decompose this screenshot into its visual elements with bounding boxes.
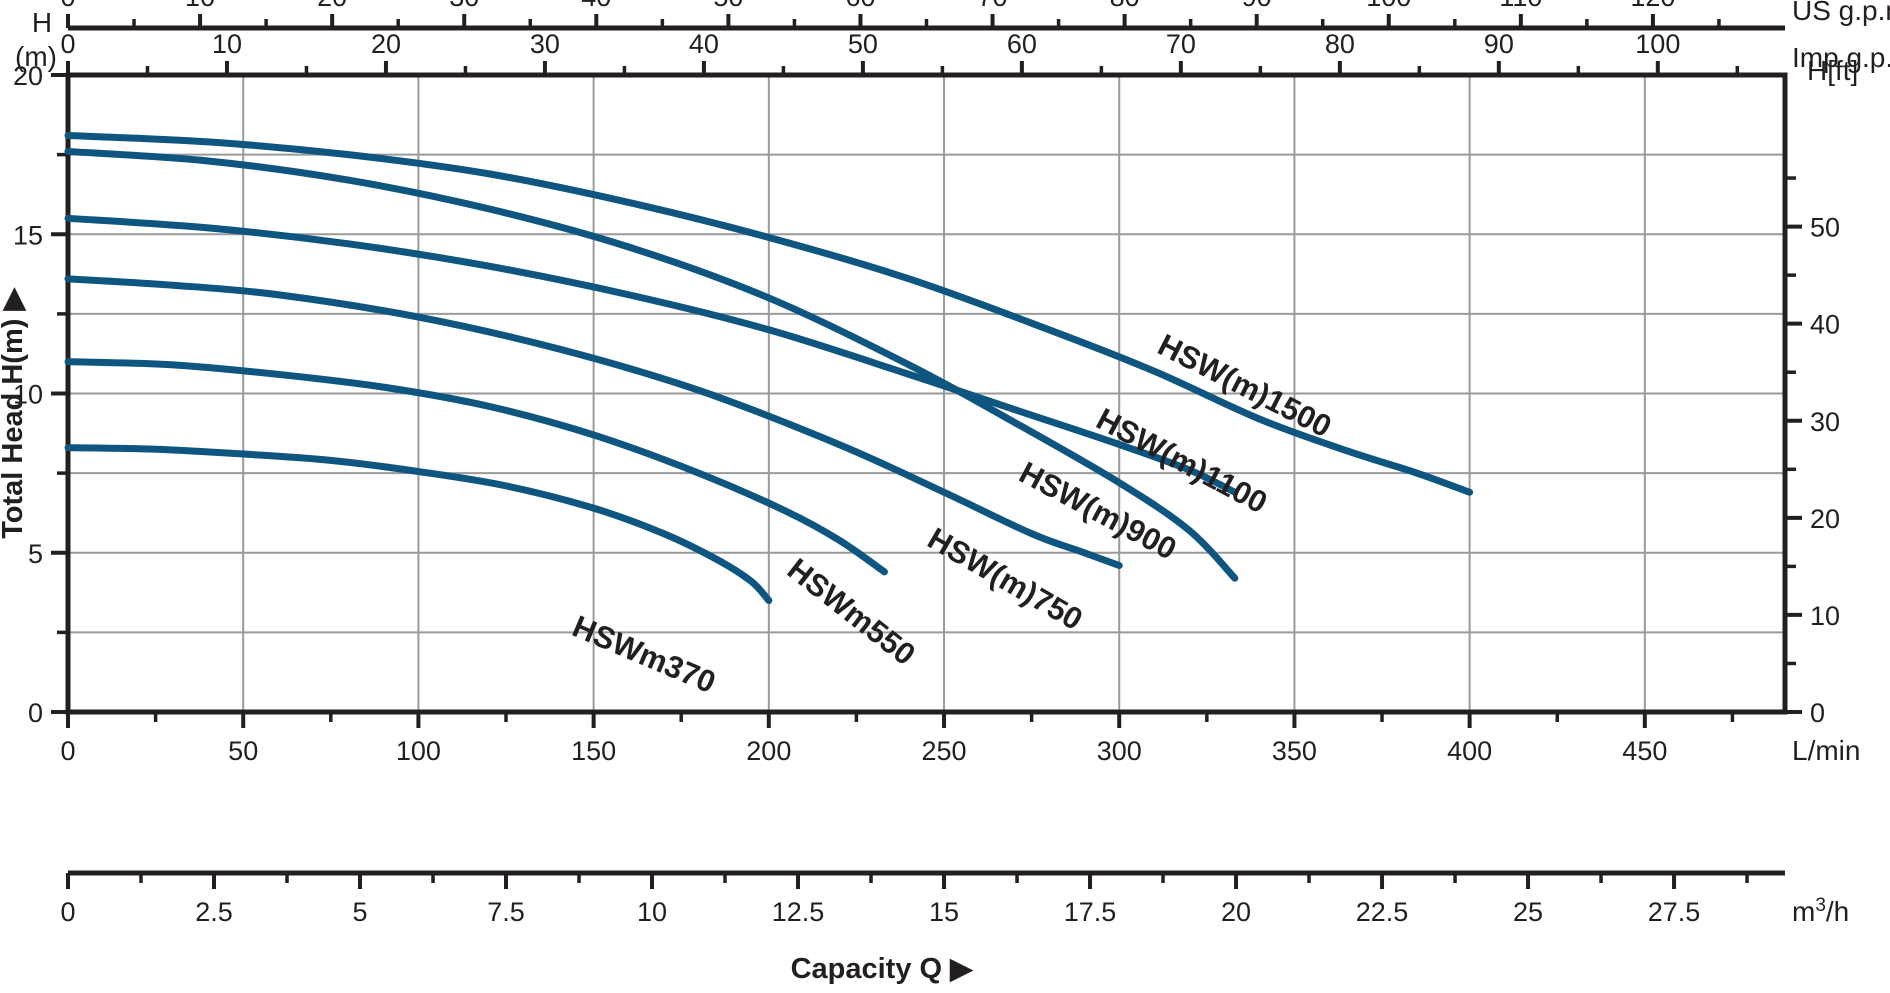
curves-layer — [64, 132, 1474, 605]
tick-label-us-gpm: 0 — [60, 0, 75, 12]
tick-label-us-gpm: 70 — [978, 0, 1008, 12]
tick-label-lmin: 400 — [1447, 736, 1492, 766]
pump-curve-hswm750 — [64, 275, 1123, 569]
tick-label-lmin: 200 — [746, 736, 791, 766]
tick-label-head-ft: 0 — [1810, 698, 1825, 728]
corner-label-h: H — [32, 7, 52, 38]
x-axis-title: Capacity Q ▶ — [791, 953, 975, 985]
axis-unit-head-ft: H[ft] — [1807, 55, 1858, 86]
tick-label-us-gpm: 90 — [1242, 0, 1272, 12]
tick-label-us-gpm: 110 — [1499, 0, 1542, 12]
tick-label-lmin: 350 — [1272, 736, 1317, 766]
tick-label-m3h: 10 — [637, 897, 667, 927]
pump-curve-hswm1500 — [64, 132, 1474, 496]
grid-layer — [67, 74, 1785, 713]
tick-label-us-gpm: 40 — [581, 0, 611, 12]
tick-label-m3h: 5 — [352, 897, 367, 927]
tick-label-m3h: 2.5 — [195, 897, 233, 927]
tick-label-m3h: 20 — [1221, 897, 1251, 927]
tick-label-head-m: 10 — [13, 380, 43, 410]
tick-label-head-ft: 30 — [1810, 407, 1840, 437]
tick-label-head-ft: 10 — [1810, 601, 1840, 631]
tick-label-m3h: 7.5 — [487, 897, 525, 927]
tick-label-us-gpm: 100 — [1366, 0, 1411, 12]
tick-label-m3h: 22.5 — [1356, 897, 1409, 927]
tick-label-m3h: 25 — [1513, 897, 1543, 927]
tick-label-lmin: 300 — [1097, 736, 1142, 766]
curve-label-hswm750: HSW(m)750 — [922, 521, 1089, 637]
tick-label-lmin: 100 — [396, 736, 441, 766]
tick-label-head-ft: 40 — [1810, 310, 1840, 340]
curve-label-hswm550: HSWm550 — [781, 551, 922, 672]
pump-curve-hswm550 — [64, 358, 888, 576]
axis-titles-layer: H(m) Total Head H(m) ▶ Capacity Q ▶ — [0, 7, 974, 985]
tick-label-lmin: 250 — [921, 736, 966, 766]
tick-label-imp-gpm: 10 — [212, 29, 242, 59]
tick-label-us-gpm: 10 — [185, 0, 215, 12]
tick-label-imp-gpm: 30 — [530, 29, 560, 59]
tick-label-head-m: 5 — [28, 539, 43, 569]
axes-layer: 0102030405060708090100110120US g.p.m0102… — [13, 0, 1890, 927]
tick-label-m3h: 0 — [60, 897, 75, 927]
tick-label-lmin: 0 — [60, 736, 75, 766]
axis-unit-us-gpm: US g.p.m — [1792, 0, 1890, 26]
tick-label-head-m: 0 — [28, 698, 43, 728]
pump-curve-hswm900 — [64, 214, 1239, 496]
tick-label-lmin: 50 — [228, 736, 258, 766]
tick-label-m3h: 17.5 — [1064, 897, 1117, 927]
axis-unit-m3h: m3/h — [1792, 895, 1849, 928]
tick-label-m3h: 12.5 — [772, 897, 825, 927]
axis-unit-imp-gpm: Imp g.p.m — [1792, 42, 1890, 73]
tick-label-imp-gpm: 70 — [1166, 29, 1196, 59]
corner-label-m: (m) — [15, 41, 57, 72]
tick-label-imp-gpm: 100 — [1635, 29, 1680, 59]
tick-label-us-gpm: 20 — [317, 0, 347, 12]
curve-label-hswm370: HSWm370 — [567, 609, 720, 700]
pump-curve-hswm1100 — [64, 147, 1239, 582]
tick-label-m3h: 15 — [929, 897, 959, 927]
tick-label-us-gpm: 120 — [1630, 0, 1675, 12]
tick-label-imp-gpm: 90 — [1484, 29, 1514, 59]
tick-label-imp-gpm: 0 — [60, 29, 75, 59]
y-axis-title: Total Head H(m) ▶ — [0, 287, 29, 539]
axis-unit-lmin: L/min — [1792, 735, 1860, 766]
tick-label-imp-gpm: 80 — [1325, 29, 1355, 59]
tick-label-head-m: 15 — [13, 220, 43, 250]
tick-label-us-gpm: 50 — [713, 0, 743, 12]
tick-label-imp-gpm: 20 — [371, 29, 401, 59]
tick-label-lmin: 450 — [1622, 736, 1667, 766]
tick-label-us-gpm: 60 — [845, 0, 875, 12]
tick-label-us-gpm: 30 — [449, 0, 479, 12]
tick-label-imp-gpm: 40 — [689, 29, 719, 59]
tick-label-head-ft: 50 — [1810, 213, 1840, 243]
tick-label-imp-gpm: 50 — [848, 29, 878, 59]
tick-label-imp-gpm: 60 — [1007, 29, 1037, 59]
tick-label-lmin: 150 — [571, 736, 616, 766]
tick-label-m3h: 27.5 — [1648, 897, 1701, 927]
pump-curve-hswm370 — [64, 444, 773, 605]
tick-label-head-ft: 20 — [1810, 504, 1840, 534]
tick-label-us-gpm: 80 — [1110, 0, 1140, 12]
tick-label-head-m: 20 — [13, 61, 43, 91]
